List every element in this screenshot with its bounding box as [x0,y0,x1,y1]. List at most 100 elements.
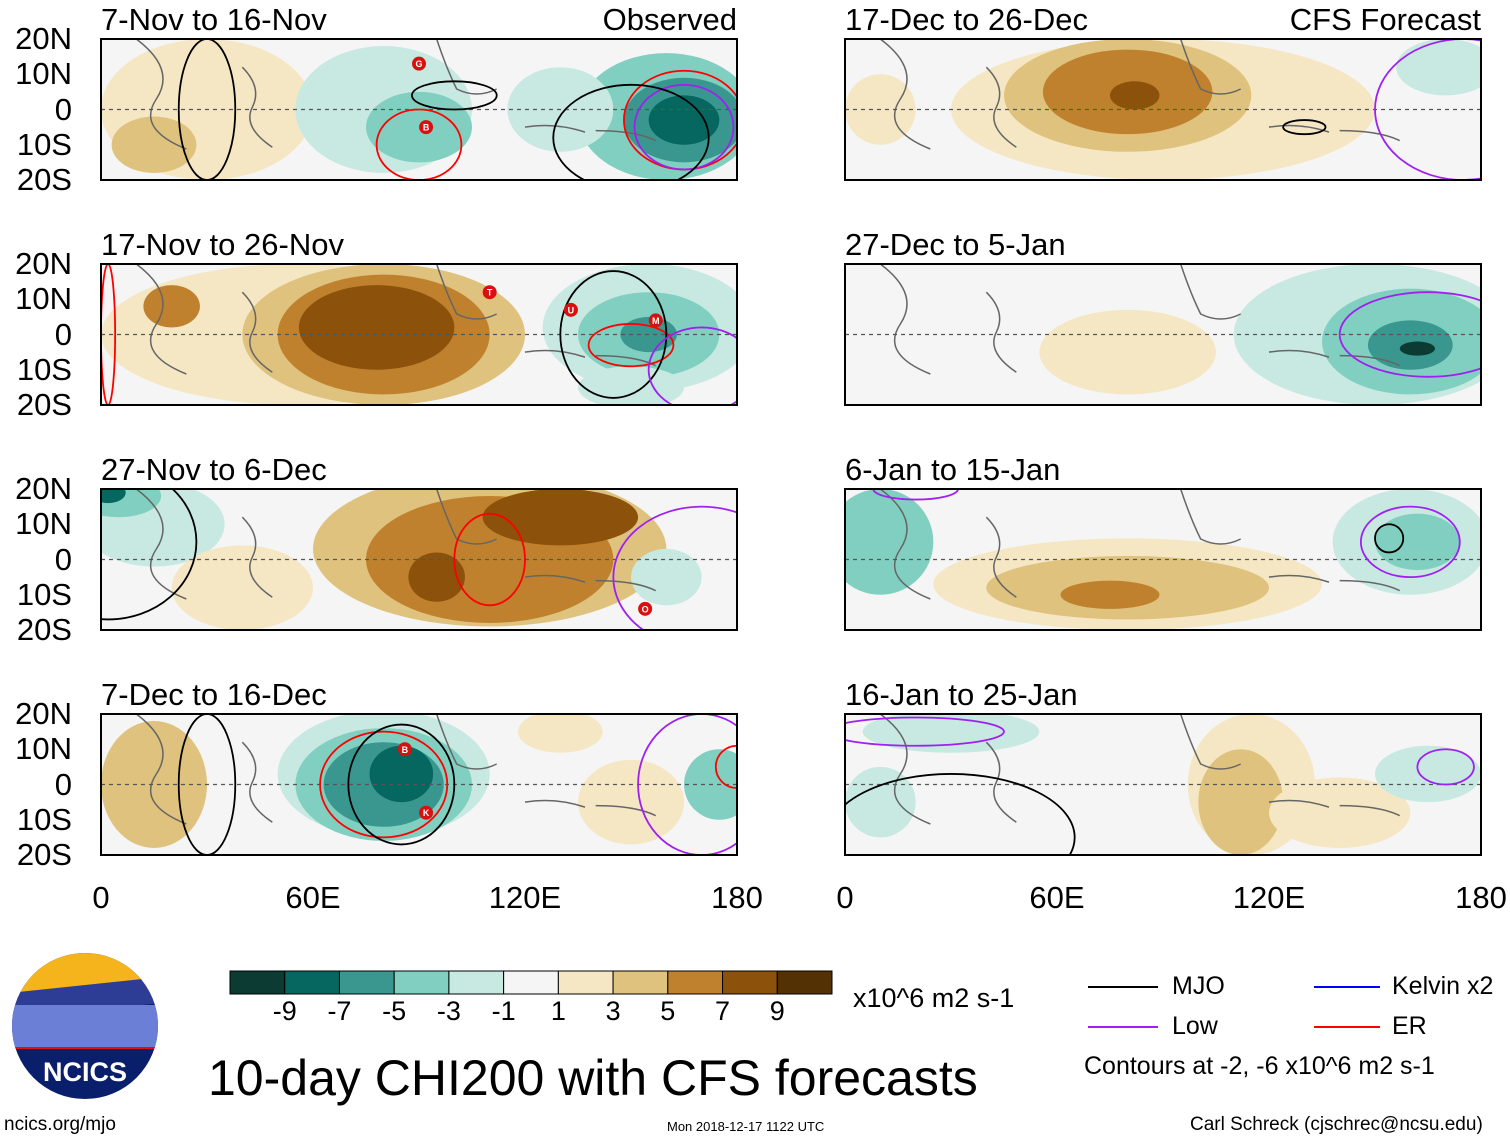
lat-label: 10S [16,126,72,162]
colorbar-swatch [338,970,395,995]
panel-frame [100,488,738,631]
colorbar-label: -1 [491,996,516,1026]
lat-label: 20N [15,471,72,506]
map-panel [844,488,1482,631]
coastline [879,714,1401,825]
tropical-cyclone-icon [419,120,434,135]
anomaly-shading [171,545,313,630]
tropical-cyclone-icon [482,285,497,300]
lat-label: 10N [15,281,72,317]
anomaly-shading [1269,777,1411,848]
anomaly-shading [517,714,603,753]
panel-frame [844,713,1482,856]
anomaly-shading [1060,580,1160,609]
colorbar-swatch [557,970,614,995]
storm-letter: K [423,808,430,818]
wave-contour [319,730,449,839]
wave-contour [1374,523,1405,554]
lat-label: 20S [16,387,72,422]
timestamp: Mon 2018-12-17 1122 UTC [667,1119,825,1134]
lat-label: 20S [16,837,72,872]
tropical-cyclone-icon [648,313,663,328]
wave-contour [612,505,737,630]
panel-title: 7-Nov to 16-Nov [101,2,327,37]
colorbar-label: -3 [436,996,461,1026]
colorbar-units: x10^6 m2 s-1 [853,983,1015,1013]
wave-contour [1416,748,1475,786]
colorbar-swatch [667,970,724,995]
map-panel [844,263,1482,406]
wave-contour [637,714,737,855]
wave-contour [177,39,237,180]
lon-label: 60E [1029,880,1085,915]
lat-label: 10N [15,56,72,92]
anomaly-shading [143,285,200,328]
colorbar-swatch [284,970,340,995]
colorbar-swatch [503,970,559,995]
lat-label: 20N [15,696,72,731]
storm-letter: T [487,288,493,298]
coastline [135,264,657,375]
colorbar-swatch [393,970,450,995]
lat-label: 0 [54,91,72,127]
site-link[interactable]: ncics.org/mjo [4,1114,116,1135]
wave-contour [633,83,735,171]
anomaly-shading [578,366,684,405]
tropical-cyclone-icon [419,805,434,820]
wave-contour [647,326,737,405]
storm-letter: G [415,59,422,69]
coastline [879,489,1401,600]
wave-contour [552,83,710,180]
wave-contour [587,323,675,368]
panel-tag: CFS Forecast [1289,2,1481,37]
panel-frame [844,488,1482,631]
panel-title: 27-Nov to 6-Dec [101,452,327,487]
panel-title: 6-Jan to 15-Jan [845,452,1061,487]
wave-contour [101,489,198,621]
coastline [135,489,657,600]
wave-contour [872,489,959,501]
wave-contour [559,270,668,399]
anomaly-shading [1039,309,1216,395]
figure-title: 10-day CHI200 with CFS forecasts [208,1050,978,1106]
panel-title: 17-Nov to 26-Nov [101,227,344,262]
colorbar [229,970,833,995]
lat-label: 20N [15,246,72,281]
storm-letter: O [642,604,649,614]
lon-label: 180 [711,880,763,915]
anomaly-shading [578,759,684,845]
panel-tag: Observed [602,2,737,37]
coastline [135,714,657,825]
map-panel [844,713,1482,856]
map-panel: BK [100,713,738,856]
colorbar-swatch [776,970,833,995]
panel-title: 7-Dec to 16-Dec [101,677,327,712]
lon-label: 120E [1232,880,1306,915]
colorbar-label: -9 [272,996,297,1026]
map-panel: O [100,488,738,631]
wave-contour [1338,291,1481,378]
tropical-cyclone-icon [412,56,426,71]
anomaly-shading [482,489,639,546]
lon-label: 0 [92,880,110,915]
anomaly-shading [1399,341,1436,356]
colorbar-label: 1 [550,996,566,1026]
anomaly-shading [648,95,720,145]
storm-letter: B [423,123,430,133]
map-panel: GB [100,38,738,181]
lon-label: 120E [488,880,562,915]
anomaly-shading [1198,749,1284,855]
lat-label: 10S [16,351,72,387]
contour-note: Contours at -2, -6 x10^6 m2 s-1 [1084,1052,1435,1080]
lon-label: 180 [1455,880,1507,915]
colorbar-swatch [722,970,778,995]
panel-frame [100,713,738,856]
storm-letter: U [568,305,575,315]
panel-frame [100,38,738,181]
storm-letter: B [402,745,409,755]
tropical-cyclone-icon [397,742,412,757]
anomaly-shading [408,552,465,602]
lon-label: 0 [836,880,854,915]
colorbar-label: 7 [715,996,731,1026]
